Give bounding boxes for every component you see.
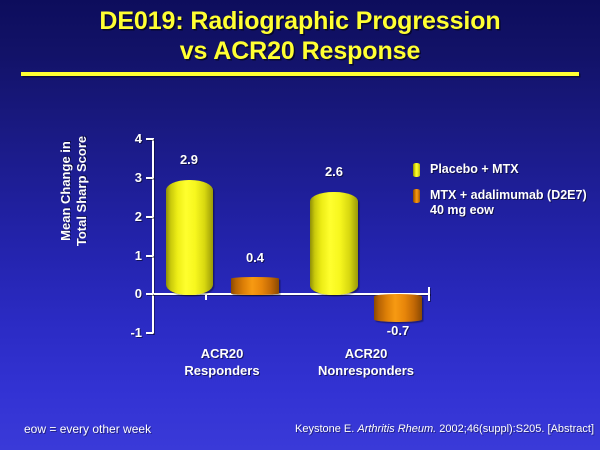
legend-label-adalimumab: MTX + adalimumab (D2E7) 40 mg eow (430, 188, 587, 217)
y-label-3: 3 (134, 170, 142, 185)
zero-baseline (152, 293, 430, 295)
y-tick-4 (146, 138, 153, 140)
legend-item-placebo[interactable]: Placebo + MTX (413, 162, 593, 179)
x-category-nonresponders-line2: Nonresponders (317, 363, 415, 378)
bar-value-responders-placebo: 2.9 (179, 152, 199, 167)
y-tick-1 (146, 255, 153, 257)
x-category-nonresponders: ACR20 Nonresponders (301, 345, 431, 379)
legend-swatch-yellow-icon (413, 163, 420, 177)
y-axis-title: Mean Change in Total Sharp Score (58, 111, 90, 271)
y-label-2: 2 (134, 209, 142, 224)
x-category-responders-line1: ACR20 (200, 346, 244, 361)
y-tick-2 (146, 216, 153, 218)
slide-title: DE019: Radiographic Progression vs ACR20… (0, 6, 600, 66)
baseline-end-cap (428, 287, 430, 301)
bar-responders-placebo[interactable] (166, 180, 213, 295)
y-label-0: 0 (134, 286, 142, 301)
y-label-2-wrap: 2 (112, 209, 142, 224)
y-label-neg1: -1 (130, 325, 142, 340)
x-category-nonresponders-line1: ACR20 (344, 346, 388, 361)
legend-swatch-orange-icon (413, 189, 420, 203)
y-tick-0 (146, 293, 153, 295)
y-label-1: 1 (134, 248, 142, 263)
bar-nonresponders-adalimumab[interactable] (374, 294, 422, 322)
citation-reference: Keystone E. Arthritis Rheum. 2002;46(sup… (295, 423, 594, 435)
bar-responders-adalimumab[interactable] (231, 277, 279, 295)
citation-author: Keystone E. (295, 423, 358, 435)
citation-detail: 2002;46(suppl):S205. [Abstract] (436, 423, 594, 435)
footnote-abbreviation: eow = every other week (24, 422, 152, 436)
y-axis-title-line1: Mean Change in (58, 141, 73, 241)
bar-nonresponders-placebo[interactable] (310, 192, 358, 295)
x-axis-center-tick (205, 294, 207, 300)
y-axis-line (152, 138, 154, 334)
legend-item-adalimumab[interactable]: MTX + adalimumab (D2E7) 40 mg eow (413, 188, 593, 218)
slide-title-line2: vs ACR20 Response (179, 37, 421, 65)
y-tick-3 (146, 177, 153, 179)
slide-title-line1: DE019: Radiographic Progression (99, 7, 501, 35)
x-category-responders: ACR20 Responders (157, 345, 287, 379)
citation-journal: Arthritis Rheum. (357, 423, 437, 435)
y-label-0-wrap: 0 (112, 286, 142, 301)
bar-value-nonresponders-adalimumab: -0.7 (386, 323, 410, 338)
y-label-3-wrap: 3 (112, 170, 142, 185)
y-label-4: 4 (134, 131, 142, 146)
y-label-neg1-wrap: -1 (112, 325, 142, 340)
bar-value-responders-adalimumab: 0.4 (245, 250, 265, 265)
y-label-1-wrap: 1 (112, 248, 142, 263)
y-label-4-wrap: 4 (112, 131, 142, 146)
y-axis-title-line2: Total Sharp Score (74, 135, 89, 247)
chart-legend: Placebo + MTX MTX + adalimumab (D2E7) 40… (413, 162, 593, 227)
legend-label-placebo: Placebo + MTX (430, 162, 519, 176)
title-divider-rule (21, 72, 579, 76)
x-category-responders-line2: Responders (184, 363, 260, 378)
y-tick-neg1 (146, 332, 153, 334)
bar-value-nonresponders-placebo: 2.6 (324, 164, 344, 179)
